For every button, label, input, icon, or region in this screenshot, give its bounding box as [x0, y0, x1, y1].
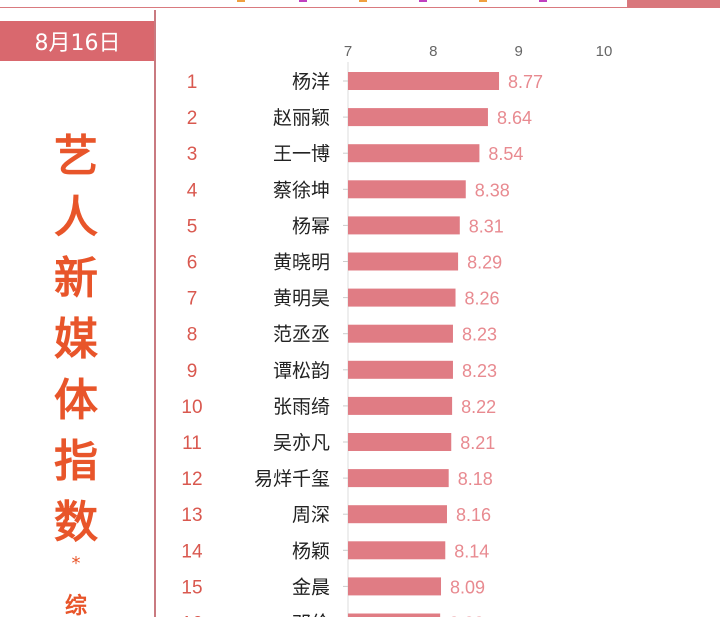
category-label: 范丞丞: [273, 324, 330, 346]
title-asterisk: *: [71, 553, 81, 574]
category-label: 周深: [292, 504, 330, 526]
x-tick-label: 10: [596, 43, 613, 60]
data-label: 8.77: [508, 72, 543, 92]
x-tick-label: 9: [514, 43, 522, 60]
decor-mark: [419, 0, 427, 2]
bar: [348, 288, 456, 307]
data-label: 8.09: [450, 577, 485, 597]
rank-label: 15: [181, 577, 202, 598]
bar: [348, 252, 459, 271]
data-label: 8.64: [497, 108, 532, 128]
data-label: 8.14: [454, 541, 489, 561]
bar: [348, 505, 447, 524]
data-label: 8.16: [456, 505, 491, 525]
chart-title: 艺人新媒体指数: [54, 131, 98, 548]
data-label: 8.23: [462, 361, 497, 381]
rank-label: 1: [187, 72, 198, 93]
data-label: 8.38: [475, 180, 510, 200]
category-label: 王一博: [273, 143, 330, 165]
rank-label: 12: [181, 469, 202, 490]
category-label: 杨颖: [292, 540, 330, 562]
category-label: 黄晓明: [273, 252, 330, 274]
bar: [348, 180, 466, 199]
data-label: 8.23: [462, 325, 497, 345]
decor-mark: [359, 0, 367, 2]
category-label: 蔡徐坤: [273, 179, 330, 201]
top-banner: [0, 0, 628, 8]
rank-label: 2: [187, 108, 198, 129]
bar: [348, 324, 453, 343]
rank-label: 5: [187, 216, 198, 237]
rank-label: 16: [181, 614, 202, 618]
category-label: 杨洋: [292, 71, 330, 93]
category-label: 金晨: [292, 576, 330, 598]
bar: [348, 577, 442, 596]
decor-mark: [299, 0, 307, 2]
rank-label: 3: [187, 144, 198, 165]
data-label: 8.18: [458, 469, 493, 489]
rank-label: 14: [181, 541, 203, 562]
bar: [348, 469, 449, 488]
rank-label: 8: [187, 325, 198, 346]
category-label: 赵丽颖: [273, 107, 330, 129]
top-right-block: [628, 0, 720, 8]
category-label: 张雨绮: [273, 396, 330, 418]
rank-label: 7: [187, 289, 198, 310]
decor-mark: [539, 0, 547, 2]
category-label: 杨幂: [292, 215, 330, 237]
rank-label: 13: [181, 505, 202, 526]
rank-label: 11: [182, 433, 202, 454]
x-tick-label: 8: [429, 43, 437, 60]
bar: [348, 72, 500, 90]
category-label: 谭松韵: [273, 360, 330, 382]
data-label: 8.08: [449, 614, 484, 618]
decor-mark: [237, 0, 245, 2]
category-label: 邓伦: [292, 613, 330, 618]
x-tick-label: 7: [344, 43, 352, 60]
subtitle-fragment: 综: [64, 594, 87, 619]
category-label: 吴亦凡: [273, 432, 330, 454]
decor-mark: [479, 0, 487, 2]
category-label: 易烊千玺: [254, 468, 330, 490]
bar: [348, 144, 480, 163]
data-label: 8.22: [461, 397, 496, 417]
data-label: 8.26: [465, 289, 500, 309]
category-label: 黄明昊: [273, 288, 330, 310]
date-label: 8月16日: [0, 21, 155, 61]
bar: [348, 541, 446, 560]
data-label: 8.21: [460, 433, 495, 453]
data-label: 8.29: [467, 253, 502, 273]
rank-label: 10: [181, 397, 202, 418]
bar: [348, 613, 441, 617]
data-label: 8.54: [488, 144, 523, 164]
data-label: 8.31: [469, 216, 504, 236]
rank-label: 9: [187, 361, 198, 382]
divider: [154, 10, 156, 617]
bar: [348, 360, 453, 379]
bar: [348, 433, 452, 451]
bar: [348, 396, 453, 415]
bar: [348, 108, 488, 127]
bar: [348, 216, 460, 235]
rank-label: 6: [187, 253, 198, 274]
rank-label: 4: [187, 180, 198, 201]
